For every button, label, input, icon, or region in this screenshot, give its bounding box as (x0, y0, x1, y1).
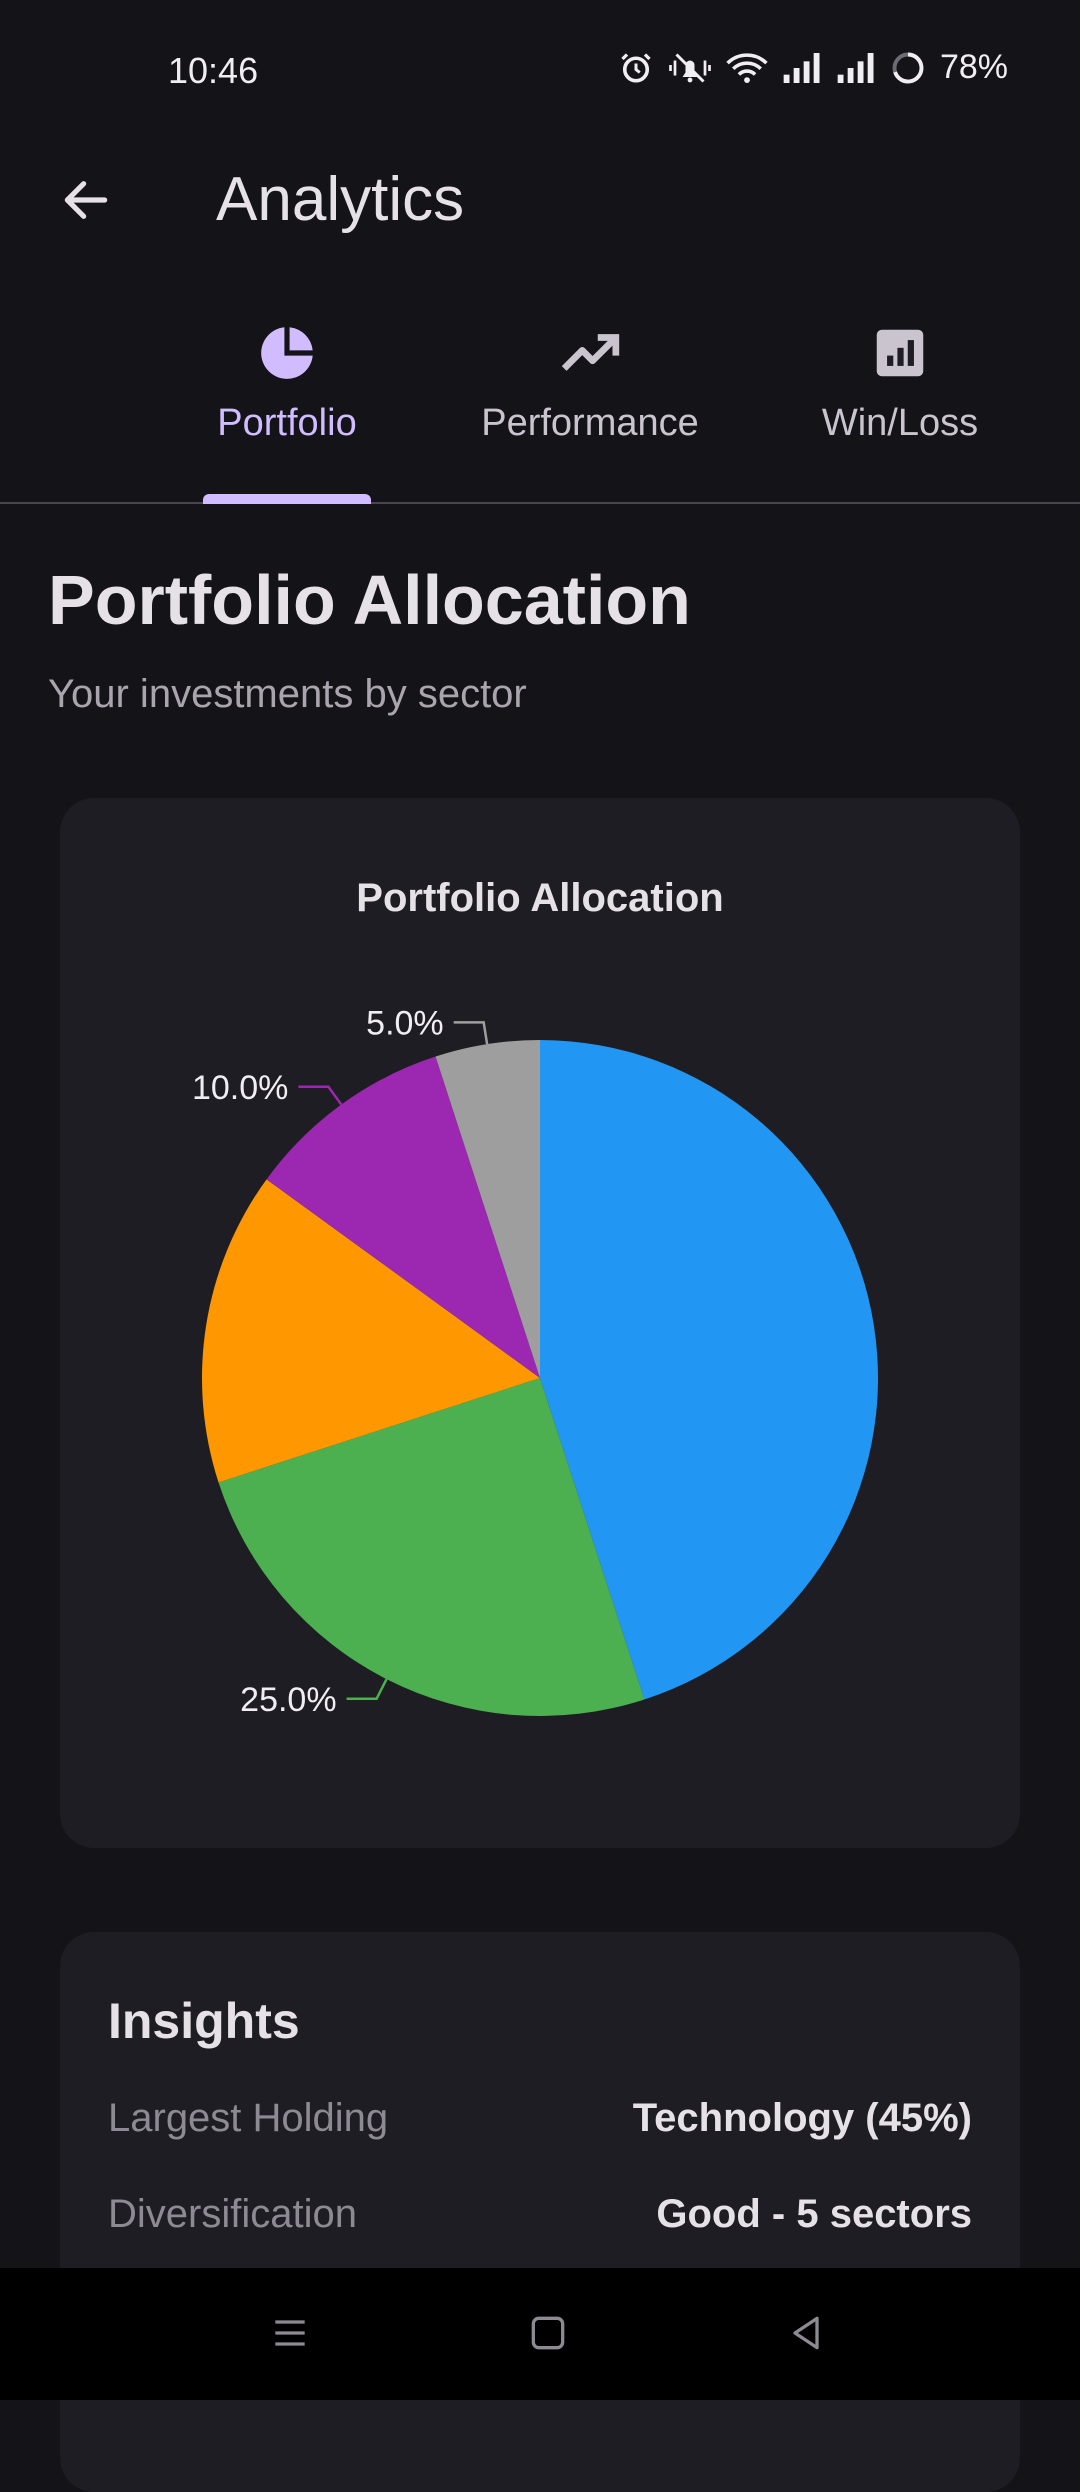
page-subtitle: Your investments by sector (48, 672, 527, 716)
tab-winloss[interactable]: Win/Loss (800, 322, 1000, 445)
insight-value: Technology (45%) (632, 2096, 972, 2140)
home-square-icon (531, 2316, 565, 2350)
wifi-icon (726, 52, 768, 83)
slice-label-leader (298, 1085, 343, 1106)
battery-icon (892, 52, 924, 83)
pie-slice (540, 1040, 879, 1700)
page-title: Portfolio Allocation (48, 561, 691, 639)
slice-label-leader (346, 1678, 388, 1701)
system-nav-bar (0, 2268, 1080, 2400)
tab-indicator (203, 494, 371, 504)
pie-slice (266, 1056, 540, 1378)
tab-label: Win/Loss (821, 402, 979, 444)
tab-label: Portfolio (217, 402, 357, 444)
back-nav-button[interactable] (766, 2298, 846, 2368)
tab-portfolio[interactable]: Portfolio (200, 322, 374, 445)
arrow-left-icon (64, 181, 108, 219)
tab-divider (0, 502, 1080, 504)
chart-title: Portfolio Allocation (356, 876, 724, 920)
pie-chart: 25.0% 10.0% 5.0% (192, 1004, 879, 1719)
signal-icon (837, 52, 874, 83)
pie-chart-icon (261, 327, 313, 379)
insights-card: Insights Largest Holding Technology (45%… (60, 1932, 1020, 2492)
insights-title: Insights (108, 1993, 300, 2049)
trending-up-icon (561, 334, 620, 371)
chart-card: Portfolio Allocation 25.0% 10.0% 5.0% (60, 798, 1020, 1848)
slice-label: 5.0% (366, 1004, 444, 1042)
insight-value: Good - 5 sectors (656, 2192, 972, 2236)
vibrate-icon (669, 52, 711, 83)
slice-label: 10.0% (192, 1069, 288, 1107)
insight-row-largest-holding: Largest Holding Technology (45%) (108, 2096, 972, 2141)
signal-icon (783, 52, 820, 83)
insight-label: Largest Holding (108, 2096, 389, 2140)
status-time: 10:46 (168, 50, 259, 91)
tab-bar: Portfolio Performance Win/Loss (0, 300, 1080, 504)
pie-slice (435, 1040, 540, 1378)
slice-label: 25.0% (240, 1681, 336, 1719)
home-button[interactable] (508, 2298, 588, 2368)
status-bar: 10:46 78% (0, 0, 1080, 140)
pie-slice (202, 1179, 540, 1483)
status-icons: 78% (618, 48, 1008, 87)
pie-slice (218, 1378, 645, 1716)
insight-label: Diversification (108, 2192, 357, 2236)
bar-chart-icon (876, 329, 924, 377)
tab-performance[interactable]: Performance (460, 322, 720, 445)
slice-label-leader (453, 1021, 489, 1045)
battery-percentage: 78% (939, 48, 1008, 86)
tab-label: Performance (481, 402, 699, 444)
recent-apps-button[interactable] (250, 2298, 330, 2368)
alarm-icon (621, 52, 651, 83)
back-button[interactable] (46, 160, 126, 240)
back-triangle-icon (793, 2316, 819, 2350)
insight-row-diversification: Diversification Good - 5 sectors (108, 2192, 972, 2237)
menu-icon (275, 2320, 305, 2346)
app-title: Analytics (216, 165, 465, 234)
